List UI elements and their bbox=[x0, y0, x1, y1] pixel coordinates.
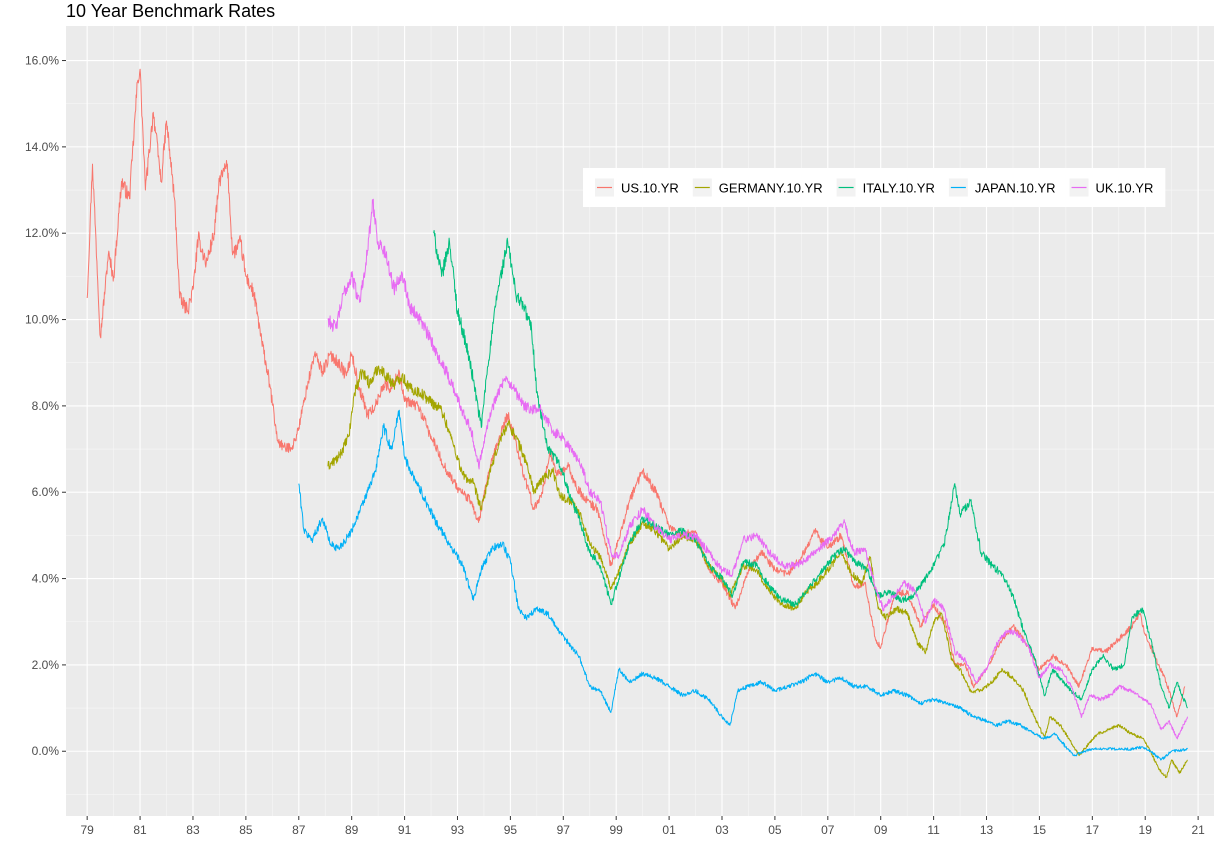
x-tick-label: 79 bbox=[80, 823, 94, 837]
legend-label: UK.10.YR bbox=[1096, 181, 1154, 196]
x-tick-label: 87 bbox=[292, 823, 306, 837]
y-tick-label: 8.0% bbox=[32, 399, 60, 413]
x-tick-label: 85 bbox=[239, 823, 253, 837]
x-axis: 79 81 83 85 87 89 91 93 95 97 99 01 03 05 07 09 11 13 15 17… bbox=[80, 816, 1205, 837]
x-tick-label: 15 bbox=[1033, 823, 1047, 837]
x-tick-label: 11 bbox=[927, 823, 940, 837]
y-tick-label: 6.0% bbox=[32, 485, 60, 499]
y-tick-label: 0.0% bbox=[32, 744, 60, 758]
x-tick-label: 95 bbox=[504, 823, 518, 837]
legend-label: GERMANY.10.YR bbox=[719, 181, 823, 196]
y-tick-label: 12.0% bbox=[25, 226, 59, 240]
legend: US.10.YR GERMANY.10.YR ITALY.10.YR JAPAN.10… bbox=[583, 168, 1166, 207]
legend-label: US.10.YR bbox=[621, 181, 679, 196]
x-tick-label: 17 bbox=[1086, 823, 1100, 837]
plot-background bbox=[66, 26, 1214, 816]
y-tick-label: 16.0% bbox=[25, 54, 59, 68]
x-tick-label: 91 bbox=[398, 823, 412, 837]
y-tick-label: 14.0% bbox=[25, 140, 59, 154]
y-tick-label: 4.0% bbox=[32, 572, 60, 586]
x-tick-label: 01 bbox=[662, 823, 676, 837]
y-tick-label: 2.0% bbox=[32, 658, 60, 672]
legend-box bbox=[583, 168, 1166, 207]
series-line-italy-10-yr bbox=[433, 230, 1188, 709]
minor-gridlines bbox=[66, 26, 1214, 816]
x-tick-label: 05 bbox=[768, 823, 782, 837]
x-tick-label: 13 bbox=[980, 823, 994, 837]
x-tick-label: 19 bbox=[1139, 823, 1153, 837]
x-tick-label: 03 bbox=[715, 823, 729, 837]
y-axis: 0.0% 2.0% 4.0% 6.0% 8.0% 10.0% 12.0% 14.0% 16.0% bbox=[25, 54, 66, 758]
x-tick-label: 97 bbox=[557, 823, 571, 837]
series-lines bbox=[86, 68, 1188, 779]
chart-title: 10 Year Benchmark Rates bbox=[66, 1, 276, 21]
x-tick-label: 93 bbox=[451, 823, 465, 837]
series-line-japan-10-yr bbox=[298, 409, 1188, 761]
legend-label: ITALY.10.YR bbox=[863, 181, 935, 196]
x-tick-label: 89 bbox=[345, 823, 359, 837]
series-line-us-10-yr bbox=[86, 68, 1186, 718]
x-tick-label: 09 bbox=[874, 823, 888, 837]
series-line-uk-10-yr bbox=[327, 198, 1188, 740]
x-tick-label: 99 bbox=[610, 823, 624, 837]
y-tick-label: 10.0% bbox=[25, 313, 59, 327]
x-tick-label: 07 bbox=[821, 823, 835, 837]
x-tick-label: 83 bbox=[186, 823, 200, 837]
x-tick-label: 81 bbox=[133, 823, 147, 837]
x-tick-label: 21 bbox=[1191, 823, 1205, 837]
legend-label: JAPAN.10.YR bbox=[975, 181, 1056, 196]
major-gridlines bbox=[66, 26, 1214, 816]
